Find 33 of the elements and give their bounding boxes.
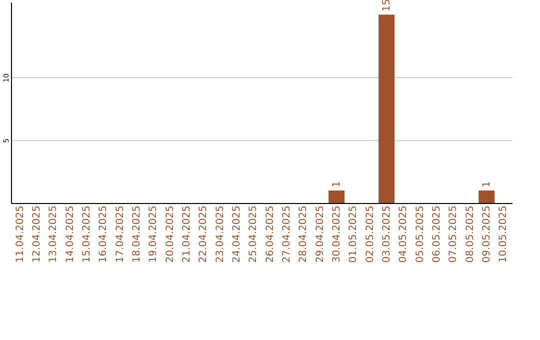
x-tick-label: 29.04.2025 [314, 206, 326, 263]
data-label: 1 [482, 181, 493, 188]
x-tick-label: 12.04.2025 [31, 206, 42, 263]
x-tick-label: 09.05.2025 [482, 206, 493, 263]
x-tick-label: 07.05.2025 [448, 206, 460, 263]
x-tick-label: 27.04.2025 [282, 206, 293, 263]
x-tick-label: 06.05.2025 [432, 206, 443, 263]
x-tick-label: 15.04.2025 [81, 206, 92, 263]
x-tick-label: 19.04.2025 [148, 206, 160, 263]
x-tick-label: 23.04.2025 [214, 206, 226, 263]
x-tick-label: 24.04.2025 [231, 206, 242, 263]
x-tick-label: 08.05.2025 [464, 206, 476, 263]
x-tick-label: 11.04.2025 [14, 206, 26, 263]
x-tick-label: 30.04.2025 [332, 206, 343, 263]
data-label: 15 [382, 0, 393, 12]
x-tick-label: 20.04.2025 [164, 206, 176, 263]
x-tick-label: 14.04.2025 [64, 206, 76, 263]
x-tick-label: 04.05.2025 [398, 206, 410, 263]
data-label: 1 [332, 181, 343, 188]
x-tick-label: 03.05.2025 [382, 206, 393, 263]
x-tick-label: 02.05.2025 [364, 206, 376, 263]
x-tick-label: 13.04.2025 [48, 206, 60, 263]
x-tick-label: 05.05.2025 [414, 206, 426, 263]
x-tick-label: 10.05.2025 [498, 206, 510, 263]
x-tick-label: 25.04.2025 [248, 206, 260, 263]
x-tick-label: 26.04.2025 [264, 206, 276, 263]
x-tick-label: 21.04.2025 [181, 206, 192, 263]
x-tick-label: 01.05.2025 [348, 206, 360, 263]
x-tick-label: 18.04.2025 [131, 206, 142, 263]
x-tick-label: 28.04.2025 [298, 206, 310, 263]
x-tick-label: 22.04.2025 [198, 206, 210, 263]
x-tick-label: 17.04.2025 [114, 206, 126, 263]
x-tick-label: 16.04.2025 [98, 206, 110, 263]
